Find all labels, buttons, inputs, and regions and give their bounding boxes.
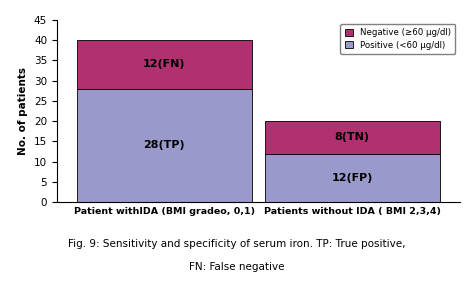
- Bar: [77, 89, 252, 202]
- Text: 8(TN): 8(TN): [335, 132, 370, 142]
- Legend: Negative (≥60 µg/dl), Positive (<60 µg/dl): Negative (≥60 µg/dl), Positive (<60 µg/d…: [340, 24, 456, 54]
- Text: 12(FN): 12(FN): [143, 59, 185, 69]
- Text: 28(TP): 28(TP): [144, 140, 185, 151]
- Y-axis label: No. of patients: No. of patients: [18, 67, 28, 155]
- Bar: [265, 121, 439, 154]
- Bar: [77, 40, 252, 89]
- Text: FN: False negative: FN: False negative: [189, 262, 285, 272]
- Text: 12(FP): 12(FP): [332, 173, 373, 183]
- Text: Fig. 9: Sensitivity and specificity of serum iron. TP: True positive,: Fig. 9: Sensitivity and specificity of s…: [68, 239, 406, 250]
- Bar: [265, 154, 439, 202]
